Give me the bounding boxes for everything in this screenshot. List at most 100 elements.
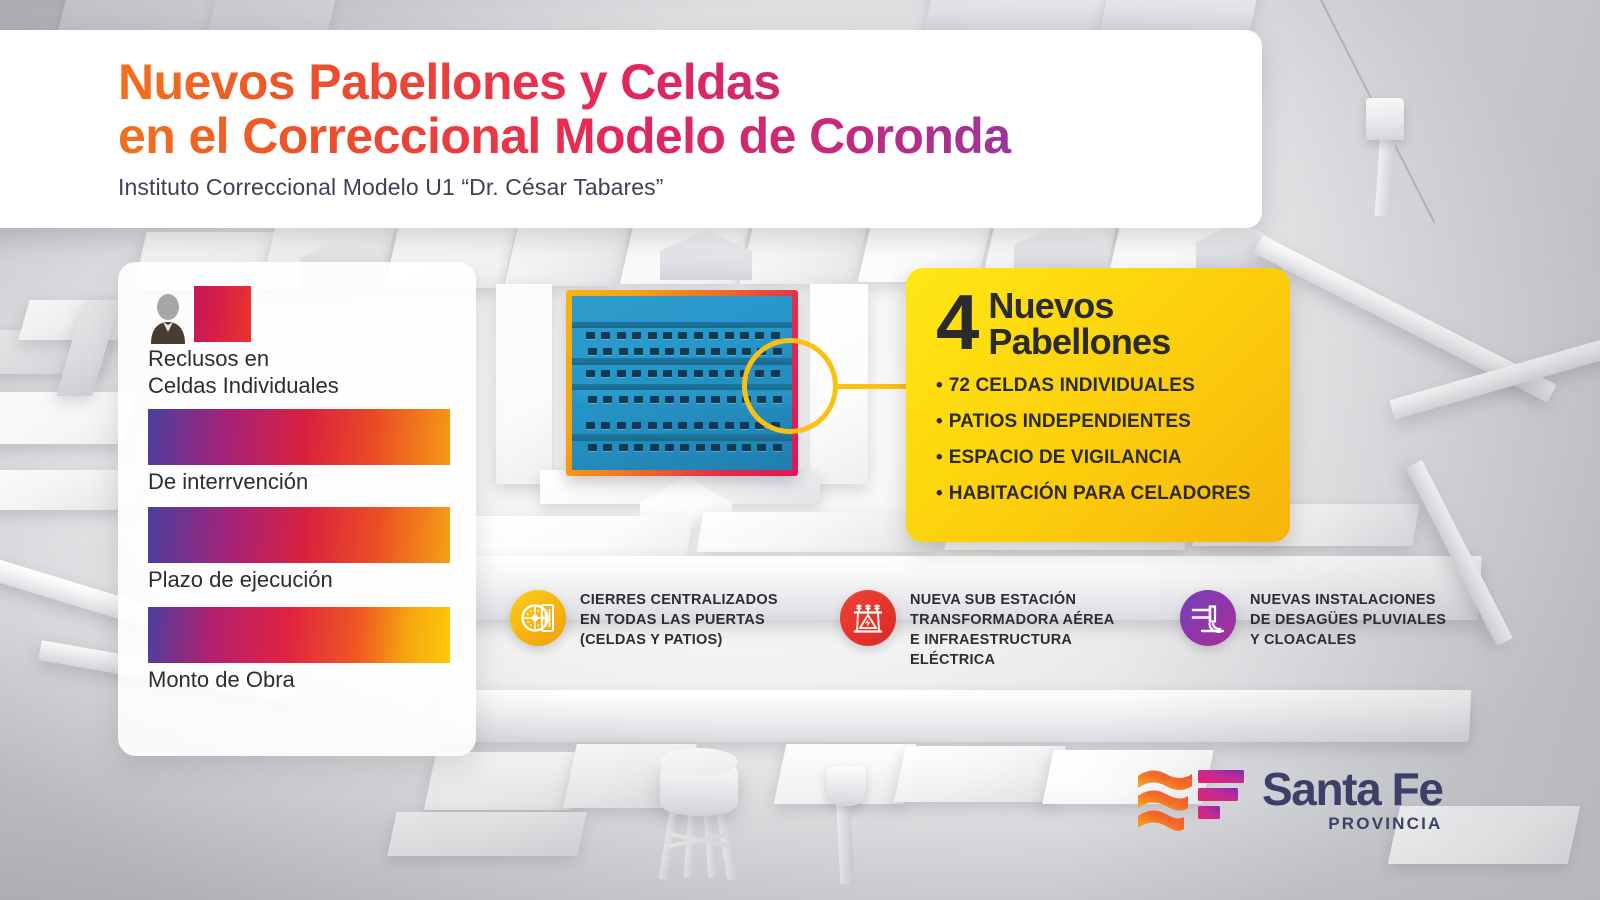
bg-watchtower-cap — [1366, 98, 1404, 140]
stat-duration: 360 días Plazo de ejecución — [148, 507, 450, 593]
cell-window — [678, 370, 688, 377]
cell-window — [726, 444, 736, 451]
logo-subtitle: PROVINCIA — [1328, 814, 1443, 833]
person-icon — [151, 294, 185, 344]
cell-window — [726, 396, 736, 403]
feature-label: NUEVA SUB ESTACIÓN TRANSFORMADORA AÉREA … — [910, 590, 1115, 670]
cell-window — [665, 348, 674, 355]
callout-number: 4 — [936, 278, 979, 366]
feature-electric-substation: NUEVA SUB ESTACIÓN TRANSFORMADORA AÉREA … — [840, 590, 1140, 670]
cell-window — [603, 396, 613, 403]
cell-window — [632, 332, 642, 339]
cell-window — [647, 332, 657, 339]
feature-label-line: CIERRES CENTRALIZADOS — [580, 592, 778, 608]
pavilion-band — [572, 358, 792, 365]
feature-centralized-locks: CIERRES CENTRALIZADOS EN TODAS LAS PUERT… — [510, 590, 810, 650]
vault-door-icon — [521, 604, 554, 632]
magnifier-circle-icon — [742, 338, 838, 434]
cell-window — [709, 422, 719, 429]
callout-heading: 4 Nuevos Pabellones — [936, 278, 1270, 366]
stat-caption: Reclusos en Celdas Individuales — [148, 345, 450, 399]
cell-window — [634, 348, 644, 355]
stat-value: $4.800M — [148, 607, 450, 663]
cell-window — [647, 422, 657, 429]
cell-window — [649, 396, 659, 403]
callout-title: Nuevos Pabellones — [988, 285, 1171, 362]
list-item: ESPACIO DE VIGILANCIA — [936, 445, 1270, 470]
cell-window — [711, 444, 721, 451]
cell-window — [634, 396, 644, 403]
stat-caption: Plazo de ejecución — [148, 567, 333, 592]
cell-window — [601, 422, 611, 429]
callout-bullet-list: 72 CELDAS INDIVIDUALES PATIOS INDEPENDIE… — [936, 373, 1270, 506]
cell-window — [616, 370, 626, 377]
stat-caption-line-2: Celdas Individuales — [148, 373, 339, 398]
stat-value-superscript: 2 — [336, 410, 351, 443]
pavilion-band — [572, 384, 792, 390]
cell-window — [711, 348, 721, 355]
cell-window — [711, 396, 721, 403]
cell-window — [663, 332, 672, 339]
cell-window — [770, 332, 780, 339]
cell-window — [742, 444, 751, 451]
cell-window — [588, 396, 597, 403]
cell-window — [680, 396, 690, 403]
callout-leader-line — [836, 384, 922, 389]
feature-icon-circle — [840, 590, 896, 646]
stat-inmates: 72 Reclusos en Celdas Individuales — [148, 286, 450, 399]
cell-window — [772, 444, 782, 451]
cell-window — [588, 444, 597, 451]
pavilion-band — [572, 434, 792, 441]
cell-window — [665, 396, 674, 403]
callout-title-line-1: Nuevos — [988, 285, 1114, 326]
cell-window — [724, 422, 734, 429]
feature-label-line: TRANSFORMADORA AÉREA — [910, 612, 1115, 628]
cell-window — [693, 370, 703, 377]
bg-watchtower-cap — [826, 766, 866, 806]
cell-window — [616, 332, 626, 339]
cell-window — [740, 332, 749, 339]
cell-window — [601, 332, 611, 339]
header-card: Nuevos Pabellones y Celdas en el Correcc… — [0, 30, 1262, 228]
drainage-pipe-icon — [1191, 605, 1225, 633]
cell-window — [680, 444, 690, 451]
pavilion-band — [572, 322, 792, 328]
stat-caption-line-1: Reclusos en — [148, 346, 270, 371]
stats-panel: 72 Reclusos en Celdas Individuales 2.800… — [118, 262, 476, 756]
cell-window — [634, 444, 644, 451]
pavilions-callout-box: 4 Nuevos Pabellones 72 CELDAS INDIVIDUAL… — [906, 268, 1290, 542]
feature-label-line: EN TODAS LAS PUERTAS — [580, 612, 765, 628]
feature-label-line: E INFRAESTRUCTURA — [910, 632, 1073, 648]
cell-window — [618, 444, 628, 451]
title-line-2: en el Correccional Modelo de Coronda — [118, 108, 1011, 164]
feature-drainage-works: NUEVAS INSTALACIONES DE DESAGÜES PLUVIAL… — [1180, 590, 1480, 650]
cell-window — [663, 422, 672, 429]
cell-window — [649, 348, 659, 355]
cell-window — [586, 370, 595, 377]
stat-value: 360 días — [148, 507, 450, 563]
feature-icon-circle — [510, 590, 566, 646]
cell-window — [616, 422, 626, 429]
cell-window — [724, 370, 734, 377]
cell-window — [740, 422, 749, 429]
bg-block — [496, 284, 552, 484]
feature-label-line: (CELDAS Y PATIOS) — [580, 632, 723, 648]
cell-window — [755, 422, 765, 429]
cell-window — [586, 332, 595, 339]
cell-window — [618, 348, 628, 355]
feature-label-line: ELÉCTRICA — [910, 652, 996, 668]
cell-window — [618, 396, 628, 403]
cell-window — [755, 332, 765, 339]
cell-window — [588, 348, 597, 355]
feature-icon-circle — [1180, 590, 1236, 646]
page-title: Nuevos Pabellones y Celdas en el Correcc… — [118, 56, 1262, 162]
feature-label: NUEVAS INSTALACIONES DE DESAGÜES PLUVIAL… — [1250, 590, 1446, 650]
cell-window — [742, 348, 751, 355]
stat-area: 2.800 m2 De interrvención — [148, 409, 450, 495]
feature-label-line: NUEVAS INSTALACIONES — [1250, 592, 1436, 608]
callout-title-line-2: Pabellones — [988, 321, 1171, 362]
cell-window — [695, 444, 705, 451]
stat-value: 2.800 m2 — [148, 409, 450, 465]
cell-window — [603, 348, 613, 355]
